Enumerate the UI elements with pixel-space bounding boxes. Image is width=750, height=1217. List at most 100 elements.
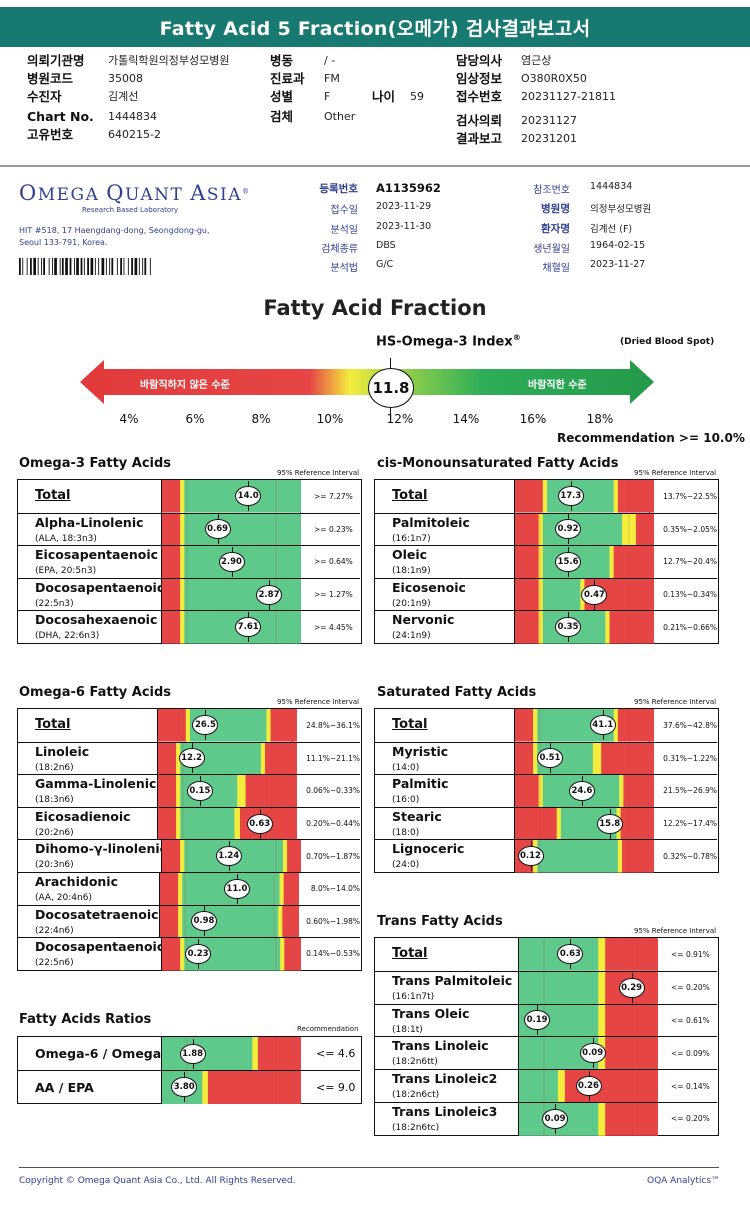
reference-range: <= 0.14% <box>671 1081 710 1091</box>
table-row: Gamma-Linolenic (18:3n6) 0.15 0.06%~0.33% <box>18 774 360 808</box>
ratio-name: AA / EPA <box>35 1080 94 1095</box>
value-marker: 11.0 <box>223 873 250 904</box>
bar-segment <box>234 807 241 841</box>
reference-range: 0.70%~1.87% <box>306 851 360 861</box>
fatty-acid-name: Trans Linoleic3 <box>392 1104 498 1119</box>
value-marker: 15.8 <box>596 808 623 839</box>
fatty-acid-code: (18:1t) <box>392 1024 423 1035</box>
fatty-acid-code: (16:0) <box>392 795 420 806</box>
patient-field-value: FM <box>324 72 340 85</box>
table-row: Arachidonic (AA, 20:4n6) 11.0 8.0%~14.0% <box>18 872 360 906</box>
level-bar: 0.51 <box>515 742 655 776</box>
fatty-acid-code: (DHA, 22:6n3) <box>35 631 100 642</box>
value-marker: 0.09 <box>579 1038 606 1069</box>
bar-segment <box>618 480 655 513</box>
reference-range: 12.7%~20.4% <box>663 557 717 567</box>
value-marker: 15.6 <box>555 546 582 577</box>
bar-segment <box>605 611 611 644</box>
value-marker: 0.63 <box>557 939 584 970</box>
bar-segment <box>538 611 544 644</box>
reference-range: <= 0.09% <box>671 1048 710 1058</box>
row-label: Trans Palmitoleic (16:1n7t) <box>375 971 519 1004</box>
patient-field-label: 접수번호 <box>456 89 503 104</box>
level-bar: 2.90 <box>162 546 301 579</box>
value-marker: 0.92 <box>555 514 582 545</box>
table-row: Eicosadienoic (20:2n6) 0.63 0.20%~0.44% <box>18 806 360 841</box>
patient-field-value: Other <box>324 110 356 123</box>
bar-segment <box>180 578 185 612</box>
patient-field-label: 담당의사 <box>456 53 503 68</box>
value-marker: 0.15 <box>186 775 213 806</box>
reg-value: 2023-11-30 <box>376 221 432 232</box>
ratios-section-title: Fatty Acids Ratios <box>19 1012 152 1027</box>
ratios-table: Omega-6 / Omega-3 1.88 <= 4.6 AA / EPA 3.80 <… <box>17 1036 362 1104</box>
row-label: Docosatetraenoic (22:4n6) <box>18 905 160 938</box>
row-label: Docosahexaenoic (DHA, 22:6n3) <box>18 611 162 643</box>
row-label: Oleic (18:1n9) <box>375 546 516 578</box>
bar-segment <box>622 513 637 547</box>
specimen-type: (Dried Blood Spot) <box>620 337 715 347</box>
reference-range: >= 0.64% <box>314 557 353 567</box>
reference-range: 0.35%~2.05% <box>663 524 717 534</box>
level-bar: 0.63 <box>158 807 298 841</box>
bar-segment <box>162 513 181 547</box>
fatty-acid-name: Trans Oleic <box>392 1005 470 1021</box>
table-row: Myristic (14:0) 0.51 0.31%~1.22% <box>375 741 717 776</box>
good-level-label: 바람직한 수준 <box>528 380 587 391</box>
bar-segment <box>180 611 185 644</box>
reference-range: 0.06%~0.33% <box>306 786 360 796</box>
row-label: Palmitic (16:0) <box>375 775 516 807</box>
total-label: Total <box>35 488 71 503</box>
patient-field-label: 검체 <box>270 109 294 124</box>
bar-segment <box>158 807 177 841</box>
fatty-acid-name: Oleic <box>392 547 428 563</box>
reference-range: 8.0%~14.0% <box>310 884 360 894</box>
bar-segment <box>622 840 655 873</box>
gauge-tick-label: 6% <box>185 412 205 426</box>
value-marker: 24.6 <box>568 775 595 806</box>
brand-footer: OQA Analytics™ <box>647 1176 721 1186</box>
fatty-acid-code: (22:5n6) <box>35 958 74 969</box>
level-bar: 0.12 <box>515 840 655 873</box>
row-label: Dihomo-γ-linolenic (20:3n6) <box>18 840 168 872</box>
total-label: Total <box>392 717 428 732</box>
patient-field-label: 결과보고 <box>456 131 503 146</box>
bar-segment <box>515 546 540 579</box>
fatty-acid-name: Trans Palmitoleic <box>392 972 513 988</box>
bar-segment <box>180 546 185 579</box>
row-label: Palmitoleic (16:1n7) <box>375 513 516 546</box>
bar-segment <box>538 775 544 808</box>
row-label: Alpha-Linolenic (ALA, 18:3n3) <box>18 513 162 546</box>
table-row: Stearic (18:0) 15.8 12.2%~17.4% <box>375 806 717 841</box>
bar-segment <box>623 775 655 808</box>
fatty-acid-code: (18:3n6) <box>35 795 74 806</box>
bar-segment <box>184 578 301 612</box>
bar-segment <box>284 938 301 971</box>
bar-segment <box>598 971 606 1005</box>
level-bar: 0.63 <box>519 938 658 971</box>
table-row: Total 0.63 <= 0.91% <box>375 938 717 971</box>
patient-field-label: 수진자 <box>27 89 62 104</box>
bar-segment <box>162 578 181 612</box>
bar-segment <box>515 480 544 513</box>
fatty-acid-code: (18:2n6) <box>35 762 74 773</box>
fatty-acid-name: Nervonic <box>392 612 455 628</box>
fatty-acid-name: Palmitoleic <box>392 514 470 530</box>
bar-segment <box>613 546 655 579</box>
level-bar: 0.69 <box>162 513 301 547</box>
table-row: Trans Linoleic2 (18:2n6ct) 0.26 <= 0.14% <box>375 1069 717 1103</box>
bar-segment <box>257 1037 301 1070</box>
bar-segment <box>158 709 187 742</box>
omega3-index-value: 11.8 <box>368 368 414 408</box>
bar-segment <box>515 807 558 841</box>
fatty-acid-code: (EPA, 20:5n3) <box>35 566 97 577</box>
fatty-acid-name: Dihomo-γ-linolenic <box>35 841 168 857</box>
bar-segment <box>543 578 582 612</box>
bar-segment <box>180 840 185 873</box>
patient-field-label: 성별 <box>270 89 294 104</box>
patient-field-value: 59 <box>410 90 424 103</box>
row-label: Trans Oleic (18:1t) <box>375 1004 519 1037</box>
fatty-acid-code: (18:2n6tc) <box>392 1123 440 1133</box>
row-label: Linoleic (18:2n6) <box>18 742 159 775</box>
table-row: Total 41.1 37.6%~42.8% <box>375 709 717 742</box>
